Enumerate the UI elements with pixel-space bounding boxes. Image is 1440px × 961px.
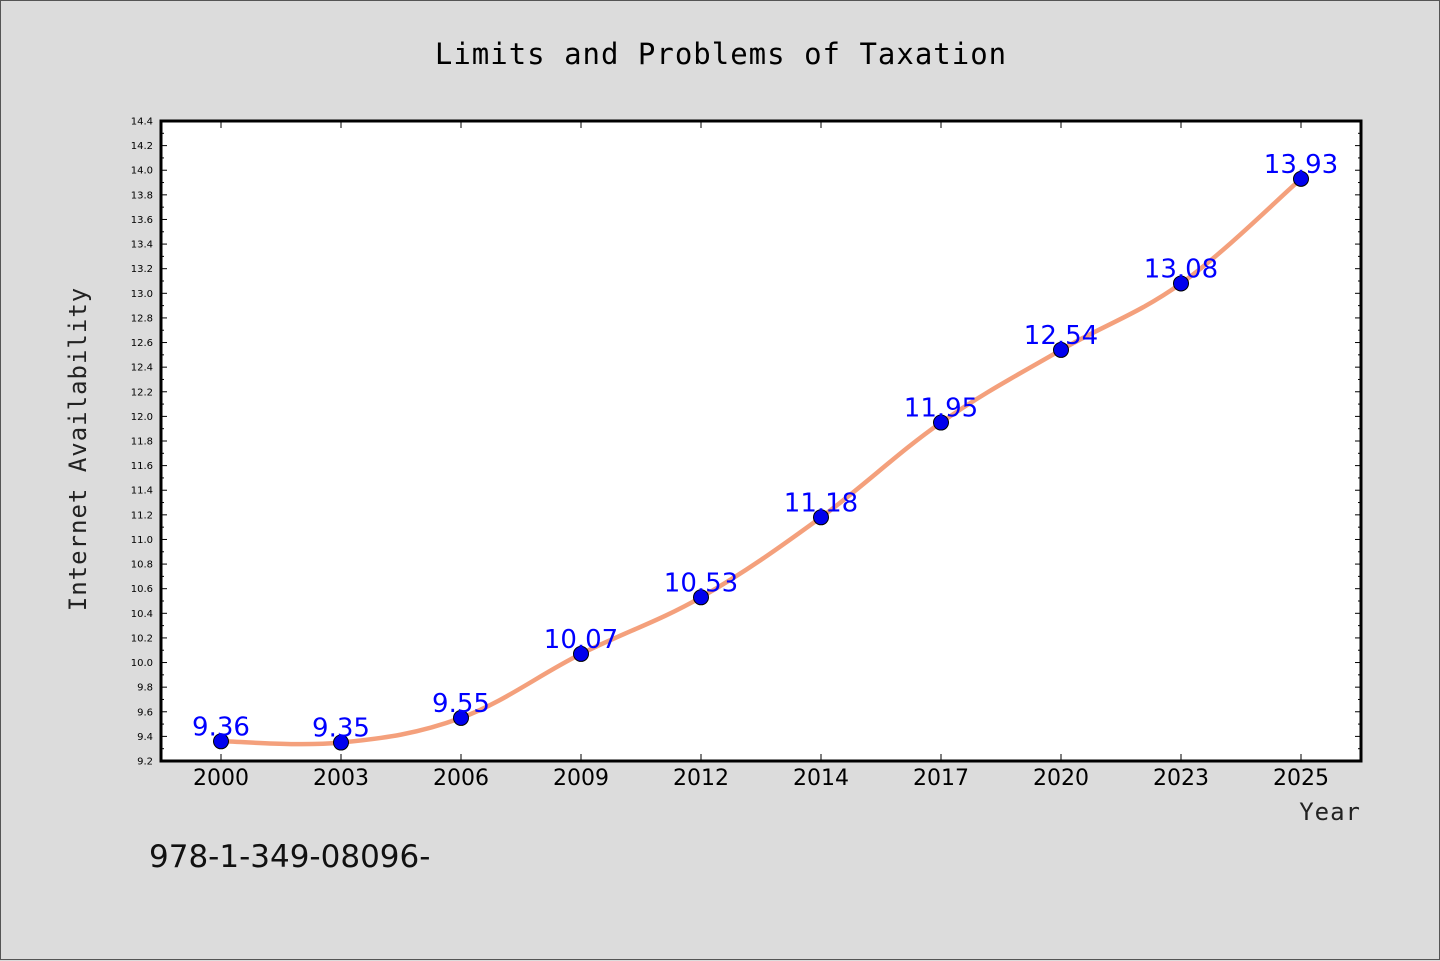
x-tick-label: 2003 [313,766,369,791]
x-tick-label: 2014 [793,766,849,791]
y-tick-label: 10.8 [131,560,153,571]
y-tick-label: 14.4 [131,117,153,128]
plot-border [159,119,1363,763]
data-label: 10.07 [544,625,618,655]
x-tick-label: 2025 [1273,766,1329,791]
series-group: 9.36 9.35 9.55 10.07 10.53 11.18 11.95 12.54 13.… [192,150,1338,751]
y-tick-label: 13.4 [131,240,153,251]
data-point [933,414,949,431]
data-point [573,645,589,662]
data-label: 9.36 [192,712,250,742]
data-point [1293,170,1309,187]
y-axis-label: Internet Availability [64,287,92,611]
data-label: 10.53 [664,568,738,598]
data-label: 11.95 [904,394,978,424]
y-tick-label: 11.0 [131,535,153,546]
y-tick-label: 11.2 [131,510,153,521]
y-tick-label: 13.6 [131,215,153,226]
y-tick-label: 11.4 [131,486,153,497]
y-tick-label: 9.8 [137,683,153,694]
data-label: 13.93 [1264,150,1338,180]
data-point [333,734,349,751]
y-tick-label: 12.6 [131,338,153,349]
series-line [220,177,1303,747]
chart-title: Limits and Problems of Taxation [435,37,1007,71]
x-tick-label: 2020 [1033,766,1089,791]
y-tick-label: 10.0 [131,658,153,669]
data-point [1173,275,1189,292]
data-label: 13.08 [1144,254,1218,284]
x-tick-label: 2023 [1153,766,1209,791]
y-tick-label: 10.2 [131,633,153,644]
y-tick-label: 9.4 [137,732,153,743]
data-label: 11.18 [784,488,858,518]
y-tick-label: 13.0 [131,289,153,300]
x-axis: 2000 2003 2006 2009 2012 2014 2017 2020 2023 2025 [193,121,1329,791]
x-tick-label: 2012 [673,766,729,791]
y-tick-label: 14.0 [131,166,153,177]
data-point [1053,341,1069,358]
x-axis-label: Year [1299,798,1361,826]
footer-text: 978-1-349-08096- [149,839,430,875]
y-tick-label: 10.6 [131,584,153,595]
y-tick-label: 11.6 [131,461,153,472]
y-tick-label: 12.8 [131,313,153,324]
data-point [693,589,709,606]
y-tick-label: 12.4 [131,363,153,374]
data-label: 12.54 [1024,321,1098,351]
y-tick-label: 12.2 [131,387,153,398]
y-tick-label: 9.6 [137,707,153,718]
x-tick-label: 2000 [193,766,249,791]
y-tick-label: 10.4 [131,609,153,620]
data-point [813,509,829,526]
data-point [453,709,469,726]
y-tick-label: 14.2 [131,141,153,152]
plot-area [161,121,1361,761]
y-tick-label: 11.8 [131,437,153,448]
x-tick-label: 2009 [553,766,609,791]
y-tick-label: 9.2 [137,757,153,768]
y-tick-label: 12.0 [131,412,153,423]
data-label: 9.55 [432,689,490,719]
y-tick-label: 13.2 [131,264,153,275]
y-tick-label: 13.8 [131,190,153,201]
data-point [213,733,229,750]
data-label: 9.35 [312,714,370,744]
x-tick-label: 2017 [913,766,969,791]
x-tick-label: 2006 [433,766,489,791]
